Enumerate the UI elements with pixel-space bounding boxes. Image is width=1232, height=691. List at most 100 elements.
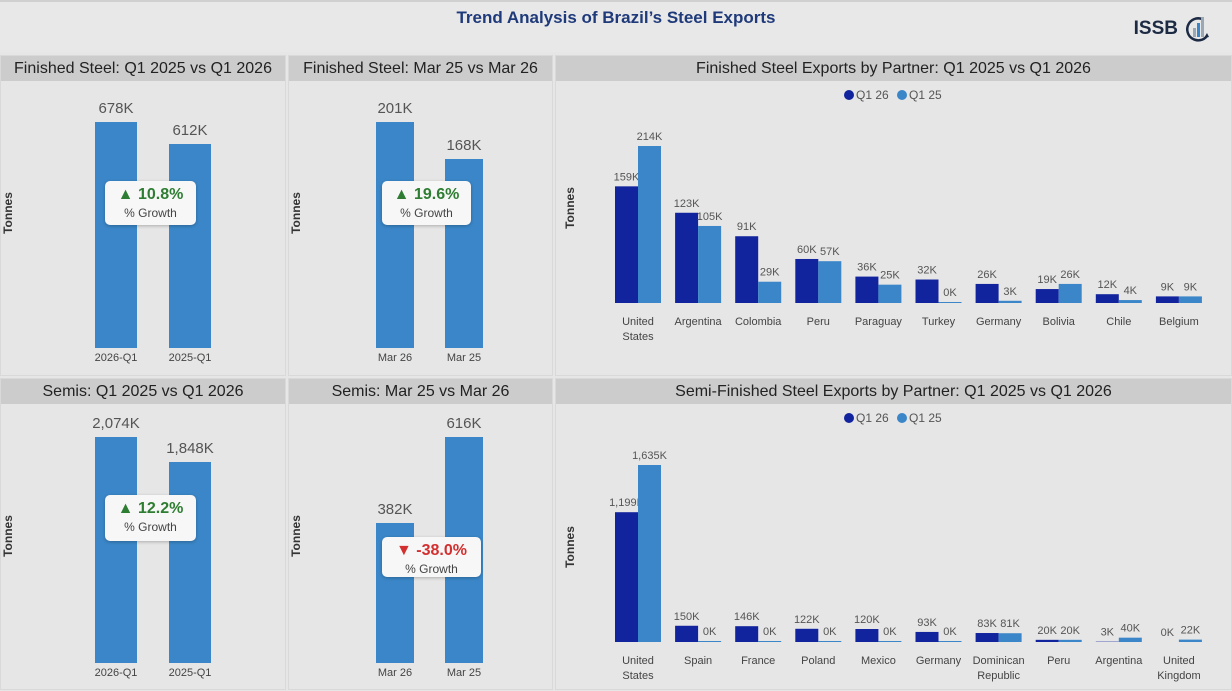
data-label: 83K — [977, 618, 997, 630]
panel-title: Semis: Mar 25 vs Mar 26 — [289, 379, 552, 404]
data-label: 3K — [1003, 286, 1017, 298]
legend-marker — [897, 413, 907, 423]
y-axis-label: Tonnes — [563, 526, 577, 568]
data-label: 0K — [943, 287, 957, 299]
triangle-up-icon: ▲ — [394, 186, 410, 203]
bar-q126 — [1096, 294, 1119, 303]
category-label: Turkey — [922, 316, 956, 328]
legend-label: Q1 25 — [909, 411, 942, 425]
bar-q126 — [1036, 289, 1059, 303]
data-label: 4K — [1124, 285, 1138, 297]
data-label: 123K — [674, 198, 700, 210]
category-label: Argentina — [675, 316, 723, 328]
data-label: 93K — [917, 617, 937, 629]
kpi-bar — [169, 144, 211, 348]
bar-value-label: 1,848K — [150, 440, 230, 457]
bar-q125 — [878, 285, 901, 303]
bar-value-label: 612K — [150, 122, 230, 139]
y-axis-label: Tonnes — [1, 515, 15, 557]
semis-partner-panel: Semi-Finished Steel Exports by Partner: … — [555, 378, 1232, 690]
bar-value-label: 616K — [424, 415, 504, 432]
kpi-panel: Finished Steel: Q1 2025 vs Q1 2026 Tonne… — [0, 55, 286, 376]
triangle-up-icon: ▲ — [118, 500, 134, 517]
bar-q125 — [939, 302, 962, 303]
category-label: United — [1163, 655, 1195, 667]
bar-q125 — [758, 641, 781, 642]
bar-q125 — [698, 641, 721, 642]
data-label: 214K — [637, 131, 663, 143]
logo-text: ISSB — [1134, 18, 1178, 40]
bar-q125 — [698, 226, 721, 303]
data-label: 0K — [763, 626, 777, 638]
data-label: 25K — [880, 270, 900, 282]
legend-label: Q1 26 — [856, 88, 889, 102]
legend-marker — [844, 90, 854, 100]
bar-q125 — [999, 301, 1022, 303]
bar-category-label: 2026-Q1 — [76, 667, 156, 679]
data-label: 81K — [1000, 618, 1020, 630]
growth-card: ▲ 10.8% % Growth — [105, 181, 196, 225]
category-label: Germany — [916, 655, 962, 667]
growth-card: ▲ 12.2% % Growth — [105, 495, 196, 541]
data-label: 150K — [674, 611, 700, 623]
bar-q126 — [1036, 640, 1059, 642]
panel-title: Finished Steel: Mar 25 vs Mar 26 — [289, 56, 552, 81]
data-label: 146K — [734, 611, 760, 623]
triangle-up-icon: ▲ — [118, 186, 134, 203]
data-label: 122K — [794, 614, 820, 626]
bar-q125 — [758, 282, 781, 303]
bar-q125 — [1179, 640, 1202, 642]
category-label: United — [622, 655, 654, 667]
data-label: 9K — [1184, 281, 1198, 293]
bar-q126 — [1156, 296, 1179, 303]
category-label: United — [622, 316, 654, 328]
data-label: 105K — [697, 211, 723, 223]
data-label: 60K — [797, 244, 817, 256]
bar-q126 — [795, 259, 818, 303]
data-label: 19K — [1037, 274, 1057, 286]
kpi-bar — [95, 122, 137, 348]
category-label: Peru — [807, 316, 830, 328]
data-label: 0K — [703, 626, 717, 638]
category-label: Colombia — [735, 316, 782, 328]
bar-category-label: Mar 25 — [424, 352, 504, 364]
category-label: Dominican — [973, 655, 1025, 667]
growth-value: 10.8% — [138, 186, 183, 203]
legend-label: Q1 26 — [856, 411, 889, 425]
bar-value-label: 678K — [76, 100, 156, 117]
bar-q125 — [999, 633, 1022, 642]
data-label: 26K — [977, 269, 997, 281]
page-title: Trend Analysis of Brazil’s Steel Exports — [0, 8, 1232, 28]
category-label: Paraguay — [855, 316, 903, 328]
kpi-panel: Semis: Q1 2025 vs Q1 2026 Tonnes 2,074K … — [0, 378, 286, 690]
panel-title: Finished Steel: Q1 2025 vs Q1 2026 — [1, 56, 285, 81]
bar-category-label: 2025-Q1 — [150, 667, 230, 679]
bar-q126 — [855, 277, 878, 303]
panel-title: Semis: Q1 2025 vs Q1 2026 — [1, 379, 285, 404]
category-label: States — [622, 331, 654, 343]
bar-category-label: Mar 26 — [355, 667, 435, 679]
data-label: 29K — [760, 267, 780, 279]
data-label: 20K — [1060, 625, 1080, 637]
growth-label: % Growth — [382, 562, 481, 576]
category-label: Peru — [1047, 655, 1070, 667]
category-label: France — [741, 655, 775, 667]
logo-chart-icon — [1182, 14, 1212, 44]
legend-marker — [897, 90, 907, 100]
bar-q125 — [638, 146, 661, 303]
category-label: Mexico — [861, 655, 896, 667]
growth-card: ▼ -38.0% % Growth — [382, 537, 481, 577]
bar-q125 — [818, 261, 841, 303]
kpi-bar — [169, 462, 211, 663]
data-label: 40K — [1121, 623, 1141, 635]
bar-q126 — [675, 213, 698, 303]
bar-q126 — [735, 626, 758, 642]
bar-q125 — [818, 641, 841, 642]
panel-title: Finished Steel Exports by Partner: Q1 20… — [556, 56, 1231, 81]
issb-logo: ISSB — [1134, 14, 1212, 44]
bar-value-label: 2,074K — [76, 415, 156, 432]
bar-q125 — [1119, 300, 1142, 303]
bar-q126 — [916, 280, 939, 303]
